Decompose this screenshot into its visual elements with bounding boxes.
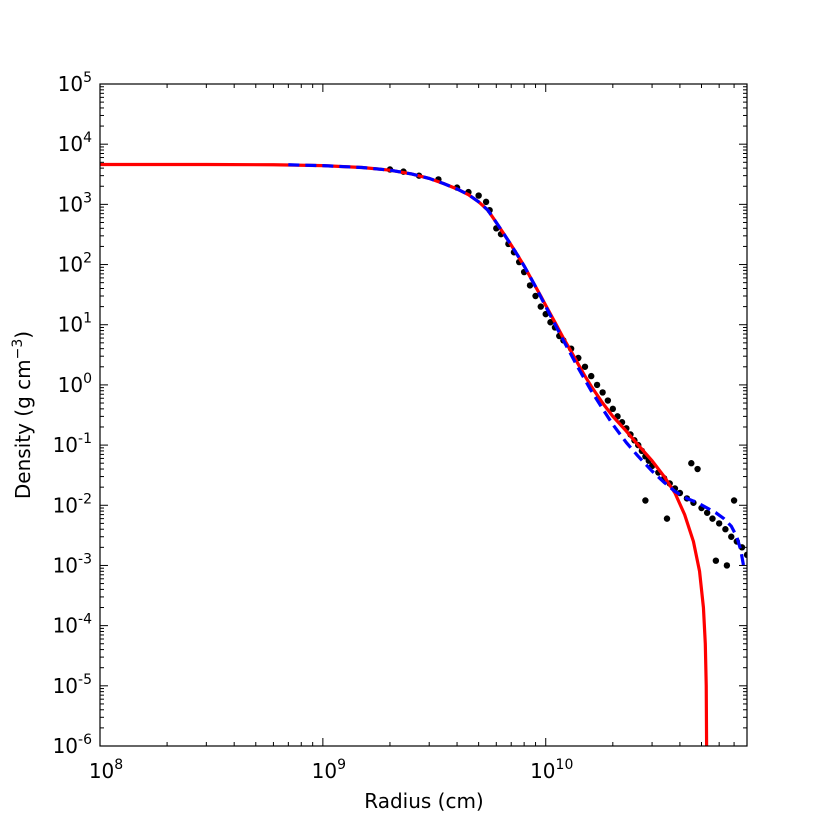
y-tick-label-base: 10 xyxy=(53,734,78,758)
scatter-point xyxy=(588,372,595,380)
y-tick-label-exponent: -6 xyxy=(78,732,92,748)
scatter-point xyxy=(712,557,720,564)
scatter-point xyxy=(715,520,723,527)
y-axis-label-text: Density (g cm xyxy=(11,359,35,499)
y-tick-label: 104 xyxy=(58,130,92,156)
y-tick-label-base: 10 xyxy=(58,72,83,96)
y-tick-label-exponent: 2 xyxy=(83,251,92,267)
scatter-point xyxy=(537,303,544,310)
scatter-point xyxy=(694,465,701,473)
y-tick-label: 10-3 xyxy=(53,551,92,577)
scatter-point xyxy=(482,198,490,206)
y-tick-label: 10-4 xyxy=(53,612,93,638)
y-tick-label-base: 10 xyxy=(53,674,78,698)
y-tick-label-exponent: 5 xyxy=(83,70,92,86)
y-tick-label: 10-6 xyxy=(53,732,93,758)
y-tick-label-base: 10 xyxy=(58,373,83,397)
y-tick-label-base: 10 xyxy=(53,493,78,517)
scatter-point xyxy=(728,533,735,540)
scatter-point xyxy=(663,515,671,522)
scatter-point xyxy=(599,389,606,396)
scatter-point xyxy=(642,497,649,504)
y-tick-label-exponent: 1 xyxy=(83,311,92,327)
x-tick-label: 109 xyxy=(312,757,346,783)
y-tick-label: 105 xyxy=(58,70,92,96)
y-axis-label-exponent: −3 xyxy=(10,339,26,360)
y-tick-label: 103 xyxy=(58,190,92,216)
tick-labels: 108 109 101010-610-510-410-310-210-1100101… xyxy=(53,70,574,783)
scatter-point xyxy=(730,497,738,504)
x-tick-label: 1010 xyxy=(530,757,573,783)
y-tick-label-base: 10 xyxy=(53,553,78,577)
x-tick-label-exponent: 10 xyxy=(556,757,574,773)
y-tick-label: 10-5 xyxy=(53,672,92,698)
scatter-point xyxy=(604,397,612,404)
scatter-point xyxy=(722,526,729,533)
y-tick-label-exponent: 3 xyxy=(83,190,92,206)
scatter-point xyxy=(609,405,617,413)
x-tick-label-base: 10 xyxy=(89,759,114,783)
y-tick-label-base: 10 xyxy=(58,192,83,216)
y-tick-label: 10-1 xyxy=(53,431,92,457)
y-tick-label-exponent: -5 xyxy=(78,672,92,688)
y-tick-label: 102 xyxy=(58,251,92,277)
scatter-point xyxy=(593,381,601,389)
x-tick-label-base: 10 xyxy=(530,759,555,783)
x-tick-label-exponent: 9 xyxy=(337,757,346,773)
x-tick-label: 108 xyxy=(89,757,123,783)
scatter-point xyxy=(581,363,589,370)
scatter-point xyxy=(703,509,711,516)
y-tick-label-base: 10 xyxy=(58,253,83,277)
x-tick-label-exponent: 8 xyxy=(114,757,123,773)
y-tick-label-exponent: 0 xyxy=(83,371,92,387)
dashed-fit-line xyxy=(288,163,747,572)
y-axis-label-suffix: ) xyxy=(11,331,35,339)
ticks-layer xyxy=(99,83,748,747)
data-layer xyxy=(100,162,747,746)
y-tick-label-exponent: 4 xyxy=(83,130,92,146)
scatter-point xyxy=(475,192,482,199)
scatter-point xyxy=(532,292,539,300)
scatter-point xyxy=(526,282,534,289)
y-tick-label-exponent: -3 xyxy=(78,551,92,567)
scatter-point xyxy=(709,515,716,522)
scatter-point xyxy=(688,460,695,467)
plot-frame xyxy=(99,83,748,747)
y-tick-label-exponent: -2 xyxy=(78,491,92,507)
scatter-point xyxy=(743,551,747,559)
y-tick-label-base: 10 xyxy=(58,132,83,156)
y-tick-label-base: 10 xyxy=(58,313,83,337)
y-tick-label: 101 xyxy=(58,311,92,337)
y-tick-label-base: 10 xyxy=(53,433,78,457)
y-axis-label: Density (g cm−3) xyxy=(10,331,35,499)
y-tick-label: 10-2 xyxy=(53,491,92,517)
y-tick-label-exponent: -4 xyxy=(78,612,92,628)
x-axis-label: Radius (cm) xyxy=(364,789,484,813)
y-tick-label-exponent: -1 xyxy=(78,431,92,447)
scatter-point xyxy=(723,562,731,569)
y-tick-label: 100 xyxy=(58,371,92,397)
y-tick-label-base: 10 xyxy=(53,614,78,638)
x-tick-label-base: 10 xyxy=(312,759,337,783)
scatter-point xyxy=(547,319,554,326)
